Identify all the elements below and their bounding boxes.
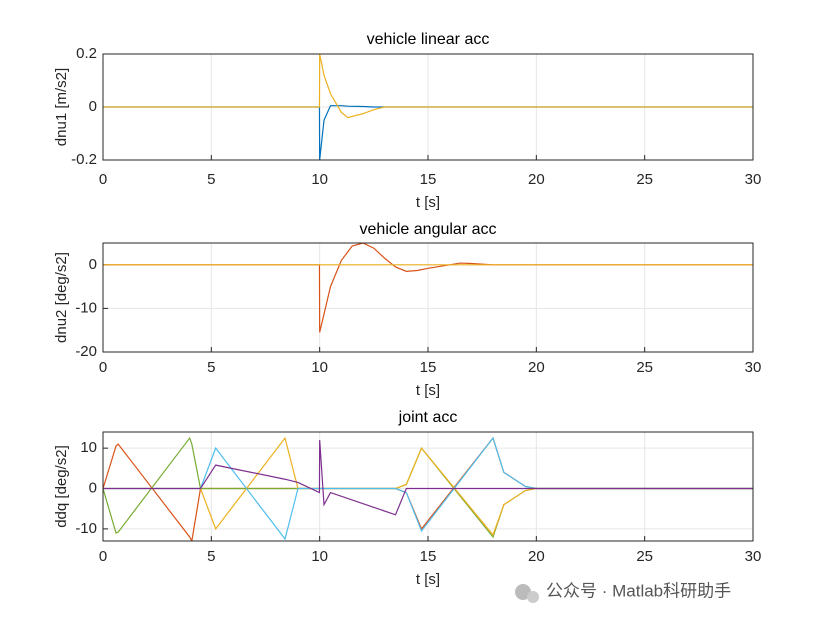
data-line xyxy=(103,243,753,333)
x-axis-label: t [s] xyxy=(416,382,440,399)
x-tick-label: 5 xyxy=(207,359,215,376)
y-tick-label: 10 xyxy=(80,439,97,456)
x-tick-label: 0 xyxy=(99,171,107,188)
data-line xyxy=(103,440,753,516)
y-axis-label: dnu1 [m/s2] xyxy=(53,68,70,146)
chart-title: vehicle linear acc xyxy=(367,31,490,48)
y-tick-label: 0 xyxy=(89,256,97,273)
chart-title: vehicle angular acc xyxy=(360,221,497,238)
x-tick-label: 25 xyxy=(636,171,653,188)
x-tick-label: 15 xyxy=(420,548,437,565)
x-tick-label: 15 xyxy=(420,359,437,376)
y-tick-label: 0.2 xyxy=(76,45,97,62)
y-tick-label: -10 xyxy=(75,520,97,537)
axes-box xyxy=(102,242,754,353)
y-tick-label: -20 xyxy=(75,343,97,360)
x-tick-label: 20 xyxy=(528,171,545,188)
lines xyxy=(103,54,753,160)
y-axis-label: ddq [deg/s2] xyxy=(53,445,70,528)
watermark: 公众号 · Matlab科研助手 xyxy=(546,581,731,600)
x-tick-label: 20 xyxy=(528,359,545,376)
lines xyxy=(103,243,753,333)
x-tick-label: 5 xyxy=(207,548,215,565)
x-tick-label: 30 xyxy=(745,359,762,376)
subplot: 0 5 10 15 20 25 30 -20 -10 0 vehicle angular acc t … xyxy=(53,221,761,399)
x-tick-label: 15 xyxy=(420,171,437,188)
x-tick-label: 0 xyxy=(99,548,107,565)
y-axis-label: dnu2 [deg/s2] xyxy=(53,252,70,343)
x-axis-label: t [s] xyxy=(416,194,440,211)
x-tick-label: 10 xyxy=(311,359,328,376)
x-tick-label: 25 xyxy=(636,548,653,565)
chart-title: joint acc xyxy=(398,409,458,426)
y-tick-label: 0 xyxy=(89,479,97,496)
x-tick-label: 5 xyxy=(207,171,215,188)
watermark-icon xyxy=(515,584,539,603)
x-axis-label: t [s] xyxy=(416,571,440,588)
y-tick-label: -0.2 xyxy=(71,151,97,168)
x-tick-label: 25 xyxy=(636,359,653,376)
x-tick-label: 30 xyxy=(745,171,762,188)
axes-box xyxy=(102,53,754,161)
x-tick-label: 30 xyxy=(745,548,762,565)
x-tick-label: 10 xyxy=(311,171,328,188)
x-tick-label: 0 xyxy=(99,359,107,376)
x-tick-label: 20 xyxy=(528,548,545,565)
x-tick-label: 10 xyxy=(311,548,328,565)
lines xyxy=(103,436,753,541)
axes-box xyxy=(102,431,754,542)
y-tick-label: -10 xyxy=(75,299,97,316)
y-tick-label: 0 xyxy=(89,98,97,115)
data-line xyxy=(103,54,753,119)
